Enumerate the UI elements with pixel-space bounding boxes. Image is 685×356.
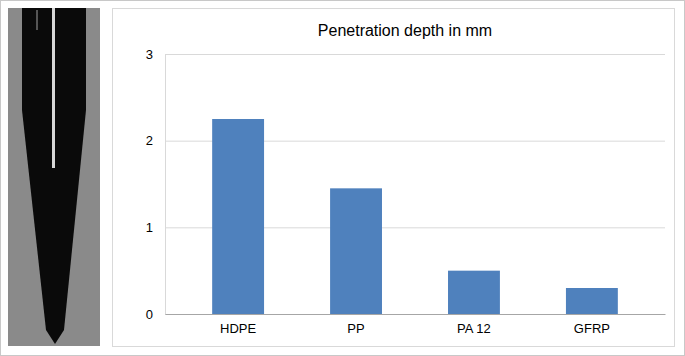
x-axis: HDPE PP PA 12 GFRP [166,314,666,336]
chart-frame [113,9,675,347]
grid-line [165,54,665,55]
x-tick: PA 12 [457,314,491,336]
y-axis: 0 1 2 3 [146,47,166,322]
bar [566,288,618,314]
y-tick: 3 [146,47,165,62]
grid [165,55,665,315]
y-tick: 0 [146,307,165,322]
x-tick-label: PA 12 [457,321,491,336]
tool-body [22,8,86,344]
y-tick-label: 2 [146,133,153,148]
y-tick-label: 3 [146,47,153,62]
grid-line [165,314,665,315]
tool-channel [52,8,55,168]
bar [330,188,382,314]
y-tick-label: 1 [146,220,153,235]
tool-photo [8,8,100,346]
y-tick: 1 [146,220,165,235]
outer-frame [1,1,685,356]
bars [212,119,618,314]
y-axis-line [165,55,166,315]
photo-background [8,8,100,346]
bar [212,119,264,314]
x-tick-label: GFRP [574,321,610,336]
x-tick: PP [347,314,364,336]
x-axis-line [166,314,666,315]
bar [448,271,500,314]
x-tick: HDPE [220,314,256,336]
chart-svg: Penetration depth in mm 0 1 2 3 HDPE PP PA 12 GF… [0,0,685,356]
chart-title: Penetration depth in mm [318,22,492,39]
tool-highlight [36,10,38,30]
x-tick-label: PP [347,321,364,336]
y-tick: 2 [146,133,165,148]
x-tick: GFRP [574,314,610,336]
x-tick-label: HDPE [220,321,256,336]
y-tick-label: 0 [146,307,153,322]
